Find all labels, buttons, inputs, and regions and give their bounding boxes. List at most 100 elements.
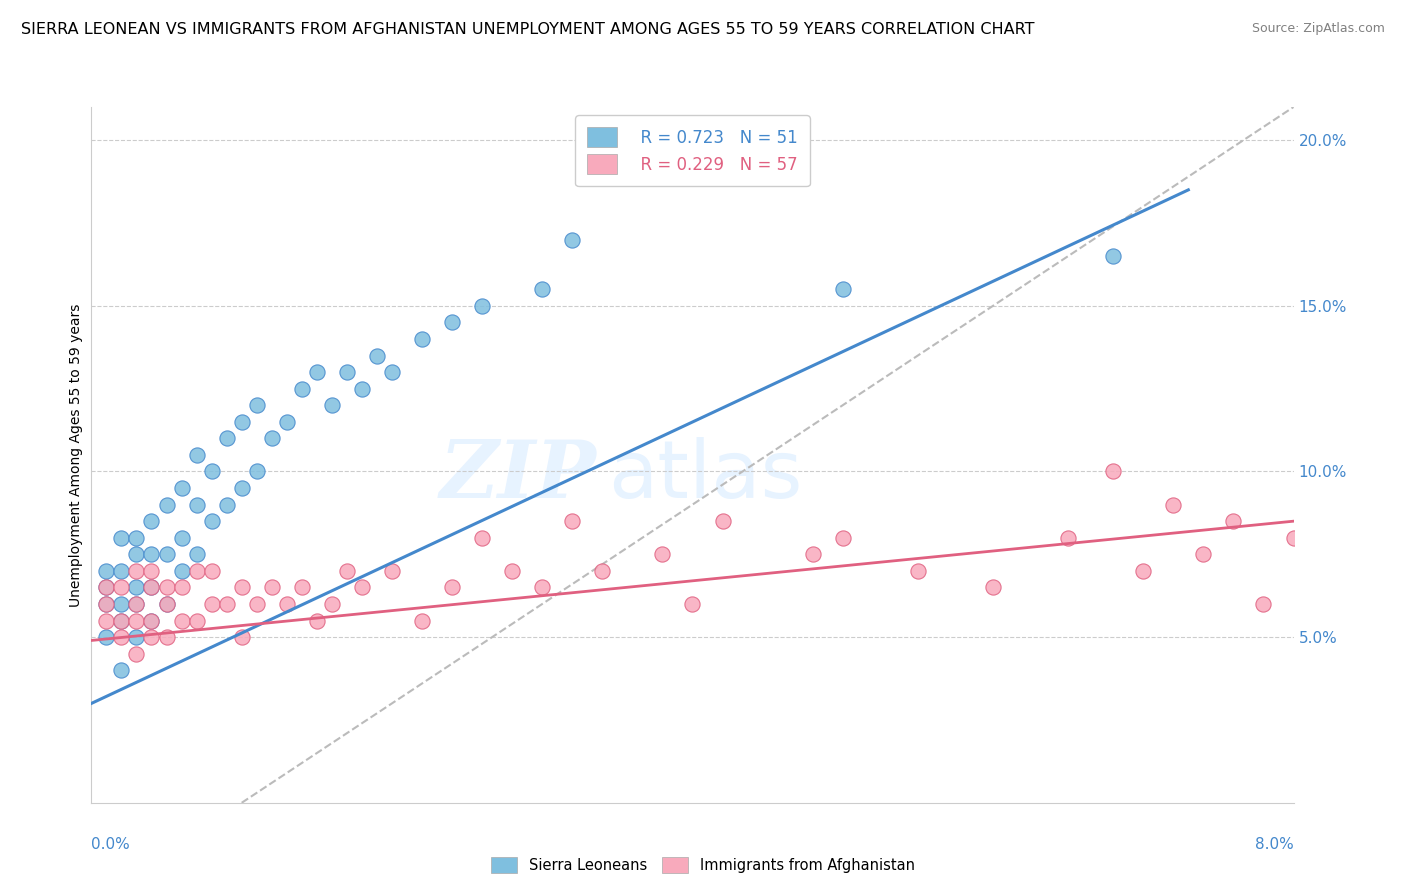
Point <box>201 465 224 479</box>
Point <box>170 481 193 495</box>
Point <box>907 564 929 578</box>
Point <box>110 663 132 677</box>
Point <box>260 431 283 445</box>
Point <box>260 581 283 595</box>
Point <box>215 431 238 445</box>
Point <box>110 614 132 628</box>
Point <box>231 630 253 644</box>
Point <box>155 597 177 611</box>
Point <box>246 465 269 479</box>
Point <box>336 365 359 379</box>
Point <box>321 398 343 412</box>
Point <box>155 581 177 595</box>
Point <box>170 531 193 545</box>
Point <box>471 531 494 545</box>
Point <box>141 581 163 595</box>
Point <box>215 597 238 611</box>
Point <box>471 299 494 313</box>
Point <box>276 415 298 429</box>
Point <box>141 614 163 628</box>
Point <box>96 614 118 628</box>
Point <box>186 547 208 561</box>
Point <box>110 581 132 595</box>
Point <box>381 365 404 379</box>
Point <box>110 614 132 628</box>
Point <box>1102 465 1125 479</box>
Point <box>1132 564 1154 578</box>
Point <box>305 365 328 379</box>
Point <box>501 564 523 578</box>
Point <box>1102 249 1125 263</box>
Point <box>591 564 613 578</box>
Point <box>141 514 163 528</box>
Point <box>305 614 328 628</box>
Text: SIERRA LEONEAN VS IMMIGRANTS FROM AFGHANISTAN UNEMPLOYMENT AMONG AGES 55 TO 59 Y: SIERRA LEONEAN VS IMMIGRANTS FROM AFGHAN… <box>21 22 1035 37</box>
Point <box>141 630 163 644</box>
Point <box>125 597 148 611</box>
Point <box>215 498 238 512</box>
Point <box>440 581 463 595</box>
Text: 8.0%: 8.0% <box>1254 837 1294 852</box>
Point <box>321 597 343 611</box>
Point <box>125 630 148 644</box>
Point <box>531 581 554 595</box>
Point <box>1192 547 1215 561</box>
Point <box>561 233 583 247</box>
Point <box>96 581 118 595</box>
Point <box>801 547 824 561</box>
Point <box>125 547 148 561</box>
Point <box>366 349 388 363</box>
Point <box>110 531 132 545</box>
Point <box>981 581 1004 595</box>
Point <box>831 282 853 296</box>
Point <box>125 614 148 628</box>
Point <box>141 614 163 628</box>
Text: atlas: atlas <box>609 437 803 515</box>
Text: ZIP: ZIP <box>440 437 596 515</box>
Text: Source: ZipAtlas.com: Source: ZipAtlas.com <box>1251 22 1385 36</box>
Point <box>531 282 554 296</box>
Point <box>110 564 132 578</box>
Legend:   R = 0.723   N = 51,   R = 0.229   N = 57: R = 0.723 N = 51, R = 0.229 N = 57 <box>575 115 810 186</box>
Point <box>1282 531 1305 545</box>
Point <box>155 547 177 561</box>
Point <box>96 581 118 595</box>
Text: 0.0%: 0.0% <box>91 837 131 852</box>
Point <box>246 398 269 412</box>
Y-axis label: Unemployment Among Ages 55 to 59 years: Unemployment Among Ages 55 to 59 years <box>69 303 83 607</box>
Point <box>201 514 224 528</box>
Legend: Sierra Leoneans, Immigrants from Afghanistan: Sierra Leoneans, Immigrants from Afghani… <box>484 850 922 880</box>
Point <box>831 531 853 545</box>
Point <box>186 448 208 462</box>
Point <box>350 581 373 595</box>
Point <box>651 547 673 561</box>
Point <box>561 514 583 528</box>
Point <box>231 581 253 595</box>
Point <box>155 630 177 644</box>
Point <box>411 332 433 346</box>
Point <box>1222 514 1244 528</box>
Point <box>411 614 433 628</box>
Point <box>201 597 224 611</box>
Point <box>110 630 132 644</box>
Point <box>141 547 163 561</box>
Point <box>1253 597 1275 611</box>
Point <box>186 498 208 512</box>
Point <box>96 597 118 611</box>
Point <box>141 564 163 578</box>
Point <box>170 614 193 628</box>
Point <box>125 564 148 578</box>
Point <box>231 481 253 495</box>
Point <box>681 597 703 611</box>
Point <box>96 597 118 611</box>
Point <box>1057 531 1080 545</box>
Point <box>276 597 298 611</box>
Point <box>125 597 148 611</box>
Point <box>201 564 224 578</box>
Point <box>155 498 177 512</box>
Point <box>110 597 132 611</box>
Point <box>291 581 314 595</box>
Point <box>96 564 118 578</box>
Point <box>170 564 193 578</box>
Point <box>440 315 463 329</box>
